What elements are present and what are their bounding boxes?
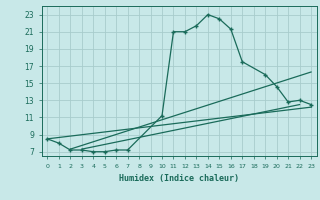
X-axis label: Humidex (Indice chaleur): Humidex (Indice chaleur) — [119, 174, 239, 183]
